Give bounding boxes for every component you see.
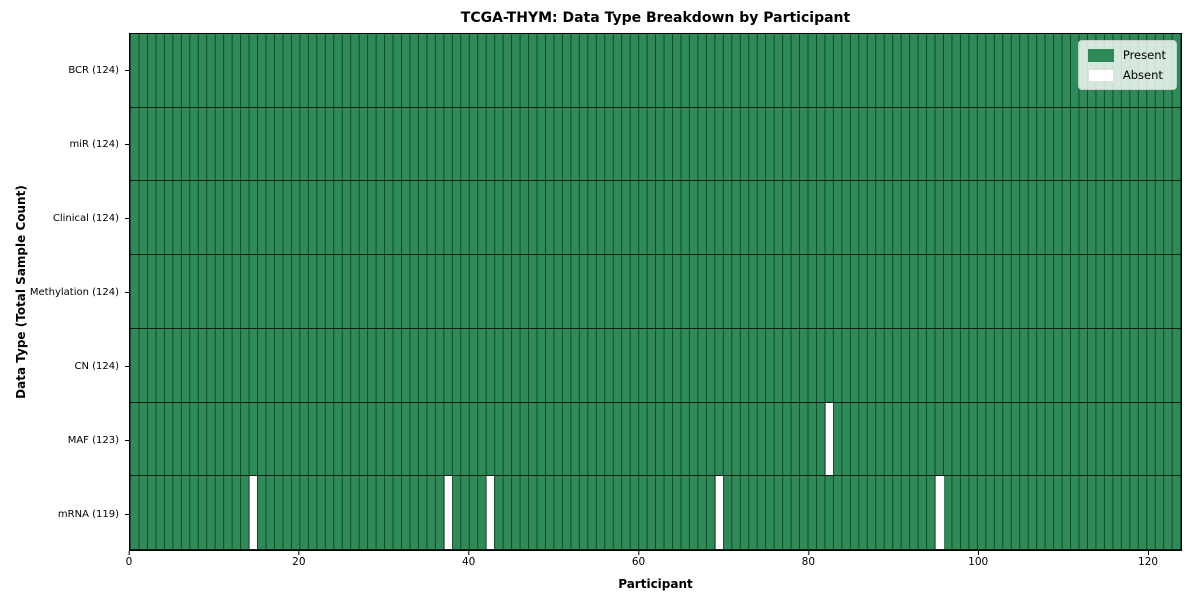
plot-area: Present Absent bbox=[129, 33, 1182, 551]
x-tick-label: 0 bbox=[125, 556, 133, 568]
legend-item-absent: Absent bbox=[1087, 68, 1166, 82]
y-tick-label-cn: CN (124) bbox=[0, 329, 129, 403]
y-tick-mark bbox=[125, 292, 129, 293]
legend-label: Absent bbox=[1122, 68, 1163, 82]
legend-swatch-present bbox=[1087, 48, 1114, 62]
heatmap-row-maf bbox=[130, 402, 1181, 477]
heatmap-row-mir bbox=[130, 107, 1181, 182]
x-tick-mark bbox=[128, 551, 130, 555]
x-tick-40: 40 bbox=[462, 551, 475, 568]
heatmap-row-clinical bbox=[130, 181, 1181, 256]
absent-cell bbox=[935, 476, 944, 550]
absent-cell bbox=[825, 402, 834, 476]
x-axis-label: Participant bbox=[618, 577, 693, 591]
x-tick-100: 100 bbox=[968, 551, 988, 568]
heatmap-row-methylation bbox=[130, 255, 1181, 329]
x-tick-label: 100 bbox=[968, 556, 989, 568]
y-tick-mark bbox=[125, 144, 129, 145]
y-tick-label-text: CN (124) bbox=[74, 360, 119, 372]
legend-item-present: Present bbox=[1087, 48, 1166, 62]
x-tick-60: 60 bbox=[632, 551, 645, 568]
y-tick-labels: BCR (124) miR (124) Clinical (124) Methylat… bbox=[0, 33, 129, 551]
x-tick-mark bbox=[638, 551, 640, 555]
x-tick-mark bbox=[977, 551, 979, 555]
y-tick-label-text: BCR (124) bbox=[68, 64, 119, 76]
x-tick-labels: 0 20 40 60 80 100 120 bbox=[125, 551, 1182, 573]
x-tick-80: 80 bbox=[802, 551, 815, 568]
x-tick-label: 120 bbox=[1138, 556, 1159, 568]
legend-swatch-absent bbox=[1087, 68, 1114, 82]
y-tick-label-methylation: Methylation (124) bbox=[0, 255, 129, 329]
x-tick-label: 60 bbox=[631, 556, 646, 568]
x-tick-120: 120 bbox=[1138, 551, 1158, 568]
y-tick-mark bbox=[125, 218, 129, 219]
absent-cell bbox=[714, 476, 724, 550]
y-tick-label-text: Methylation (124) bbox=[29, 286, 119, 298]
x-tick-0: 0 bbox=[125, 551, 133, 568]
y-tick-label-text: mRNA (119) bbox=[57, 508, 119, 520]
y-tick-label-mrna: mRNA (119) bbox=[0, 477, 129, 551]
x-tick-mark bbox=[807, 551, 809, 555]
y-tick-label-text: MAF (123) bbox=[67, 434, 119, 446]
absent-cell bbox=[248, 476, 258, 550]
y-tick-mark bbox=[125, 440, 129, 441]
legend-label: Present bbox=[1122, 48, 1166, 62]
absent-cell bbox=[485, 476, 495, 550]
x-tick-mark bbox=[1147, 551, 1149, 555]
x-tick-label: 20 bbox=[292, 556, 306, 568]
y-tick-label-clinical: Clinical (124) bbox=[0, 181, 129, 255]
x-tick-mark bbox=[298, 551, 300, 555]
x-tick-label: 80 bbox=[801, 556, 816, 568]
x-tick-mark bbox=[468, 551, 470, 555]
y-tick-label-bcr: BCR (124) bbox=[0, 33, 129, 107]
absent-cell bbox=[443, 476, 453, 550]
x-tick-label: 40 bbox=[461, 556, 476, 568]
chart-title: TCGA-THYM: Data Type Breakdown by Partic… bbox=[460, 10, 851, 26]
legend: Present Absent bbox=[1077, 40, 1177, 90]
y-tick-mark bbox=[125, 514, 129, 515]
heatmap-row-mrna bbox=[130, 476, 1181, 551]
x-tick-20: 20 bbox=[292, 551, 306, 568]
y-tick-mark bbox=[125, 366, 129, 367]
y-tick-label-mir: miR (124) bbox=[0, 107, 129, 181]
y-tick-label-text: miR (124) bbox=[69, 138, 119, 150]
heatmap-row-cn bbox=[130, 328, 1181, 403]
y-tick-label-maf: MAF (123) bbox=[0, 403, 129, 477]
y-tick-mark bbox=[125, 70, 129, 71]
heatmap-row-bcr bbox=[130, 34, 1181, 108]
y-tick-label-text: Clinical (124) bbox=[52, 212, 119, 224]
